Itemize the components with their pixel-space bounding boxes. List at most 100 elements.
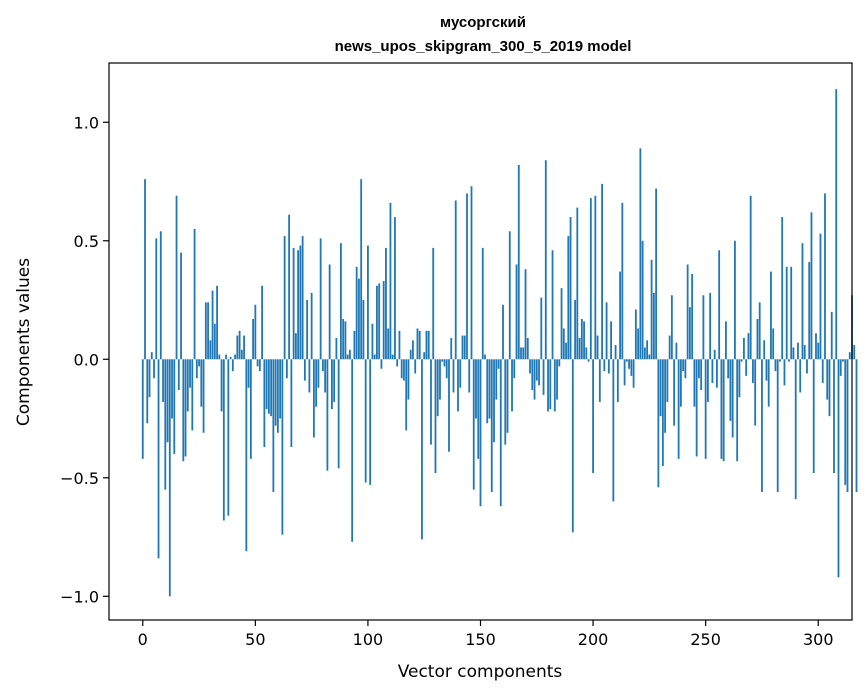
bar [227,359,230,516]
bar [707,359,709,402]
bar [297,250,300,360]
bar [772,328,775,360]
bar [711,359,714,383]
bar [319,238,322,360]
bar [725,321,727,360]
bar [767,359,770,407]
bar [434,359,437,474]
bar [634,309,637,360]
bar [153,359,155,379]
bar [310,292,313,360]
bar [639,148,642,360]
bar [655,188,658,360]
bar [364,359,367,483]
bar [378,283,381,360]
bar [450,337,453,360]
bar [186,359,189,412]
bar [686,264,689,360]
bar [213,323,216,360]
x-tick-label: 250 [690,630,721,649]
bar [556,359,558,400]
bar [493,359,495,443]
bar [684,359,687,379]
bar [276,359,279,433]
bar [414,359,417,374]
bar [394,217,396,360]
bar [513,359,516,379]
bar [331,359,333,410]
bar [220,359,223,412]
bar [607,359,610,374]
bar [171,359,173,419]
bar [580,318,583,360]
bar [646,340,649,360]
bar [763,340,766,360]
bar [234,354,236,360]
bar [542,359,545,395]
bar [484,354,486,360]
x-tick-label: 100 [353,630,384,649]
bar [788,359,790,362]
bar [560,288,563,360]
bar [610,321,612,360]
bar [461,335,464,360]
bar [376,285,378,360]
bar [144,179,146,360]
bar [292,247,295,360]
bar [756,318,759,360]
bar [754,359,757,426]
bar [853,345,856,360]
bar [252,318,254,360]
bar [650,259,653,360]
bar [702,295,705,360]
bar [628,359,630,369]
bar [463,335,466,360]
bar [569,217,572,360]
bar [159,231,162,360]
bar [245,359,248,552]
bar [459,359,462,388]
bar [808,262,811,360]
bar [720,359,723,459]
bar [258,359,261,372]
bar [691,273,694,360]
bar [520,347,522,360]
x-tick-label: 300 [803,630,834,649]
bar [441,359,444,362]
bar [405,359,408,431]
bar [544,160,547,360]
bar [344,321,347,360]
bar [486,359,489,424]
bar [416,328,419,360]
bar [659,359,662,417]
bar [182,359,185,462]
bar [362,300,365,360]
bar [619,271,621,360]
bar [274,359,277,426]
bar [488,359,491,419]
bar [430,359,432,445]
bar [743,337,745,360]
bar [779,359,781,362]
bar [218,354,221,360]
bar [529,359,531,374]
bar [324,359,327,393]
bar [716,359,718,388]
bar [231,359,234,372]
bar [709,292,712,360]
y-tick-label: 0.5 [74,232,99,251]
bar [589,198,592,360]
bar [173,359,176,455]
bar [565,342,567,360]
y-tick-label: 0.0 [74,350,99,369]
bar [612,359,615,502]
bar [261,285,263,360]
bar [792,347,795,360]
bar [605,302,608,360]
bar [761,359,763,493]
bar [551,250,554,360]
bar [443,359,446,367]
bar [263,359,266,447]
bar [637,328,640,360]
